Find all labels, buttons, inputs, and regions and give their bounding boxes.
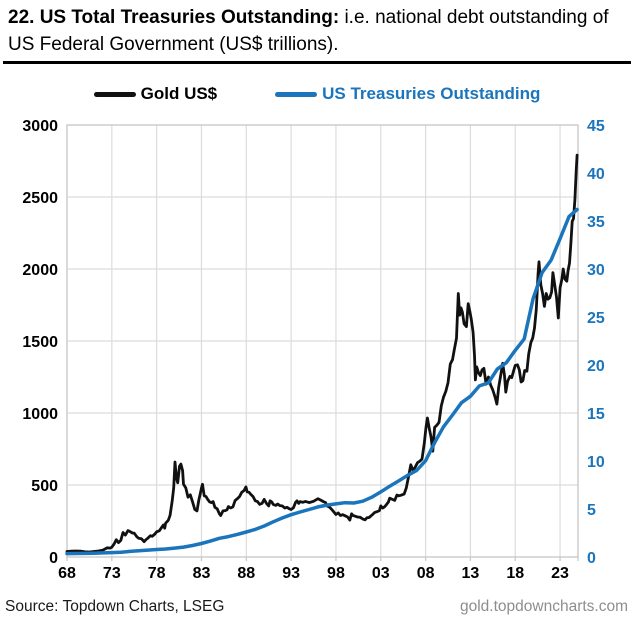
x-tick-label: 13 bbox=[462, 565, 480, 582]
y-left-tick-label: 1500 bbox=[22, 334, 58, 351]
treasuries-line bbox=[65, 207, 579, 556]
gold-line-swatch bbox=[93, 91, 136, 97]
y-right-tick-label: 35 bbox=[587, 214, 605, 231]
title-separator bbox=[3, 61, 631, 64]
title-bold: 22. US Total Treasuries Outstanding: bbox=[8, 7, 340, 28]
chart-legend: Gold US$ US Treasuries Outstanding bbox=[0, 80, 634, 108]
x-tick-label: 03 bbox=[372, 565, 390, 582]
plot-border bbox=[66, 124, 579, 558]
legend-label-treasuries: US Treasuries Outstanding bbox=[322, 84, 541, 103]
x-tick-label: 08 bbox=[417, 565, 435, 582]
x-tick-label: 18 bbox=[506, 565, 524, 582]
y-left-tick-label: 1000 bbox=[22, 406, 58, 423]
y-right-tick-label: 10 bbox=[587, 454, 605, 471]
page-title: 22. US Total Treasuries Outstanding: i.e… bbox=[8, 4, 628, 58]
x-tick-label: 93 bbox=[282, 565, 300, 582]
x-tick-label: 83 bbox=[193, 565, 211, 582]
y-right-tick-label: 15 bbox=[587, 406, 605, 423]
x-tick-label: 78 bbox=[148, 565, 166, 582]
y-right-tick-label: 5 bbox=[587, 502, 596, 519]
gold-line bbox=[65, 153, 579, 554]
y-right-tick-label: 30 bbox=[587, 262, 605, 279]
y-left-tick-label: 500 bbox=[31, 478, 58, 495]
y-right-tick-label: 45 bbox=[587, 118, 605, 135]
title-rest: i.e. national debt outstanding of US Fed… bbox=[8, 7, 609, 55]
legend-label-gold: Gold US$ bbox=[140, 84, 218, 103]
y-left-tick-label: 2000 bbox=[22, 262, 58, 279]
x-tick-label: 88 bbox=[237, 565, 255, 582]
treasuries-line-swatch bbox=[275, 91, 318, 97]
legend-item-treasuries: US Treasuries Outstanding bbox=[275, 84, 540, 104]
y-right-tick-label: 0 bbox=[587, 550, 596, 567]
x-tick-label: 73 bbox=[103, 565, 121, 582]
x-tick-label: 68 bbox=[58, 565, 76, 582]
chart-footer: Source: Topdown Charts, LSEG gold.topdow… bbox=[5, 598, 628, 616]
y-right-tick-label: 20 bbox=[587, 358, 605, 375]
legend-item-gold: Gold US$ bbox=[93, 84, 218, 104]
source-text: Source: Topdown Charts, LSEG bbox=[5, 598, 225, 615]
y-left-tick-label: 3000 bbox=[22, 118, 58, 135]
x-tick-label: 98 bbox=[327, 565, 345, 582]
x-tick-label: 23 bbox=[551, 565, 569, 582]
y-right-tick-label: 40 bbox=[587, 166, 605, 183]
site-text: gold.topdowncharts.com bbox=[459, 598, 628, 615]
y-left-tick-label: 2500 bbox=[22, 190, 58, 207]
y-right-tick-label: 25 bbox=[587, 310, 605, 327]
y-left-tick-label: 0 bbox=[49, 550, 58, 567]
